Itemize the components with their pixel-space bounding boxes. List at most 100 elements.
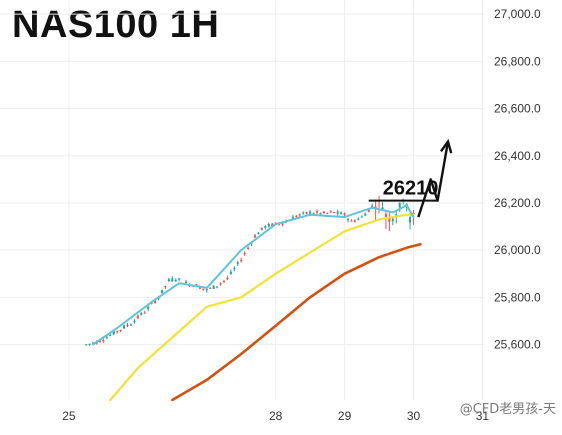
y-tick-label: 26,600.0 — [494, 102, 541, 116]
candle-body — [198, 286, 201, 289]
candle-body — [312, 213, 315, 215]
x-tick-label: 25 — [62, 409, 76, 423]
candle-body — [105, 337, 108, 339]
candle-body — [295, 215, 298, 217]
candle-body — [371, 205, 374, 207]
candle-body — [298, 214, 301, 216]
y-tick-label: 26,200.0 — [494, 196, 541, 210]
candle-body — [257, 232, 260, 235]
candle-body — [367, 209, 370, 212]
candle-body — [309, 211, 312, 214]
candle-body — [88, 343, 91, 345]
candle-body — [219, 283, 222, 285]
candle-body — [119, 329, 122, 332]
chart-title: NAS100 1H — [12, 4, 220, 46]
candle-body — [243, 253, 246, 255]
candle-body — [322, 211, 325, 214]
candle-body — [185, 281, 188, 284]
candle-body — [305, 211, 308, 214]
candle-body — [409, 217, 412, 223]
candle-body — [264, 225, 267, 228]
candle-body — [302, 212, 305, 214]
candle-body — [205, 289, 208, 291]
candle-body — [164, 285, 167, 288]
x-tick-label: 28 — [269, 409, 283, 423]
candle-body — [222, 280, 226, 282]
candle-body — [178, 278, 181, 280]
candle-body — [92, 342, 95, 344]
candle-body — [140, 313, 143, 315]
candle-body — [247, 247, 250, 249]
candle-body — [112, 331, 115, 335]
x-tick-label: 31 — [476, 409, 490, 423]
candle-body — [143, 312, 146, 314]
candle-body — [384, 214, 387, 217]
y-tick-label: 26,800.0 — [494, 54, 541, 68]
candle-body — [147, 306, 150, 309]
x-tick-label: 30 — [407, 409, 421, 423]
y-tick-label: 26,400.0 — [494, 149, 541, 163]
candle-body — [391, 218, 394, 222]
y-tick-label: 25,800.0 — [494, 290, 541, 304]
candle-body — [123, 325, 126, 329]
candle-body — [364, 213, 367, 216]
candle-body — [388, 217, 391, 222]
candle-body — [271, 223, 274, 227]
candle-body — [357, 218, 360, 220]
projection-path — [417, 141, 450, 218]
candle-body — [240, 259, 243, 262]
candle-body — [267, 224, 270, 227]
candle-body — [126, 324, 129, 327]
candle-body — [374, 206, 377, 209]
candle-body — [226, 277, 229, 279]
candle-body — [216, 286, 219, 288]
y-tick-label: 27,000.0 — [494, 7, 541, 21]
candle-body — [336, 211, 339, 214]
candle-body — [315, 211, 319, 213]
candle-body — [236, 262, 239, 265]
candle-body — [340, 212, 343, 215]
candle-body — [343, 213, 346, 216]
candle-body — [319, 212, 322, 215]
candle-body — [381, 207, 384, 211]
candle-body — [202, 288, 205, 290]
candle-body — [129, 324, 132, 326]
candle-body — [333, 211, 336, 214]
candle-body — [85, 344, 88, 346]
candle-body — [212, 285, 215, 289]
candle-body — [253, 235, 257, 238]
candle-body — [109, 334, 112, 337]
candle-body — [350, 220, 353, 222]
candle-body — [329, 211, 332, 213]
candle-body — [154, 300, 157, 303]
projection-arrowhead — [439, 138, 453, 154]
candle-body — [260, 227, 263, 230]
x-tick-label: 29 — [338, 409, 352, 423]
ma-mid-line — [109, 213, 415, 402]
watermark-text: @CFD老男孩-天 — [459, 402, 556, 417]
candle-body — [116, 330, 119, 333]
candle-body — [233, 268, 236, 270]
ma-slow-line — [171, 242, 422, 402]
candle-body — [291, 216, 294, 220]
candle-body — [360, 216, 363, 218]
candle-body — [136, 315, 139, 319]
y-tick-label: 26,000.0 — [494, 243, 541, 257]
candle-body — [171, 278, 174, 282]
candle-body — [167, 279, 170, 282]
candle-body — [398, 202, 401, 208]
candle-body — [174, 279, 177, 282]
candle-body — [133, 320, 136, 323]
ma-fast-line — [92, 204, 415, 346]
candle-body — [281, 223, 284, 225]
candle-body — [353, 220, 356, 222]
level-label: 26210 — [383, 178, 439, 200]
candle-body — [347, 218, 350, 221]
candle-body — [229, 271, 232, 274]
candle-body — [209, 287, 212, 289]
candle-body — [326, 212, 329, 215]
candle-body — [102, 340, 105, 342]
candle-body — [160, 289, 163, 293]
y-tick-label: 25,600.0 — [494, 338, 541, 352]
